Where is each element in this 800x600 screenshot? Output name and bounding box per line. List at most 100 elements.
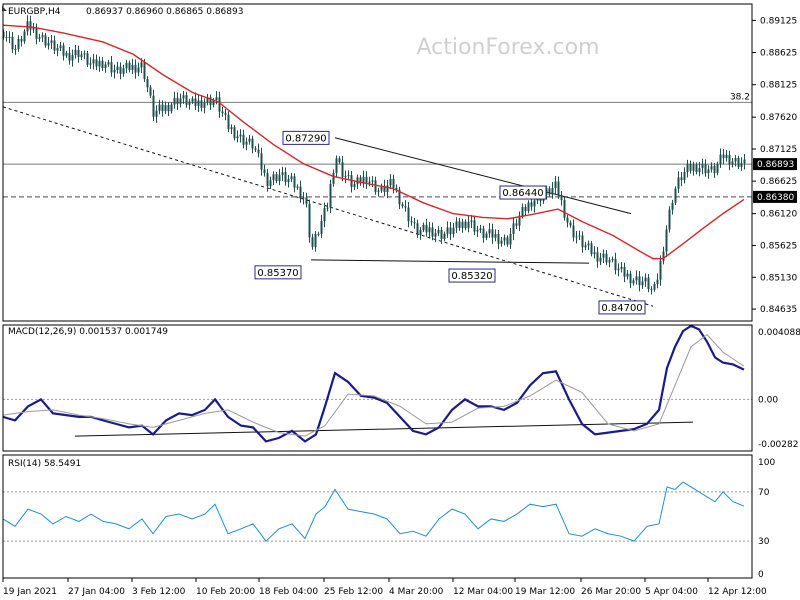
candle-body bbox=[383, 185, 386, 193]
price-trendline-2 bbox=[310, 259, 590, 264]
candle-body bbox=[521, 206, 524, 216]
candle-body bbox=[425, 224, 428, 233]
candle-body bbox=[629, 273, 632, 284]
x-tick-label: 12 Apr 12:00 bbox=[708, 587, 767, 597]
candle-body bbox=[740, 163, 743, 167]
candle-body bbox=[377, 190, 380, 192]
price-tag-label-1: 0.86893 bbox=[757, 160, 794, 170]
candle-body bbox=[641, 281, 644, 286]
price-y-tick-label: 0.86625 bbox=[760, 177, 797, 187]
x-tick-label: 4 Mar 20:00 bbox=[389, 587, 444, 597]
candle-body bbox=[479, 228, 482, 231]
price-panel: 38.2 0.87290 0.85370 0.85320 0.86440 0.84700 bbox=[2, 15, 752, 315]
candle-body bbox=[635, 276, 638, 281]
candle-body bbox=[263, 169, 266, 174]
candle-body bbox=[95, 59, 98, 67]
moving-average-line bbox=[2, 24, 745, 260]
candle-body bbox=[653, 284, 656, 290]
candle-body bbox=[683, 172, 686, 180]
candle-body bbox=[584, 245, 587, 248]
x-tick-label: 27 Jan 04:00 bbox=[68, 587, 125, 597]
candle-body bbox=[701, 164, 704, 169]
candle-body bbox=[314, 234, 317, 247]
candle-body bbox=[680, 177, 683, 180]
candle-body bbox=[128, 62, 131, 70]
candle-body bbox=[410, 221, 413, 223]
candle-body bbox=[533, 200, 536, 207]
macd-trendline-0 bbox=[74, 421, 694, 437]
candle-body bbox=[512, 223, 515, 234]
x-tick-label: 19 Jan 2021 bbox=[3, 587, 57, 597]
candle-body bbox=[437, 229, 440, 234]
candle-body bbox=[329, 183, 332, 208]
candle-body bbox=[125, 62, 128, 69]
candle-body bbox=[5, 37, 8, 39]
candle-body bbox=[221, 111, 224, 114]
candle-body bbox=[431, 227, 434, 237]
candle-body bbox=[203, 102, 206, 108]
candle-body bbox=[170, 104, 173, 112]
candle-body bbox=[710, 165, 713, 170]
candle-body bbox=[233, 127, 236, 139]
candle-body bbox=[197, 100, 200, 106]
axis-labels: 0.86893 0.86380 0.89125 0.88625 0.88125 0.876… bbox=[2, 16, 800, 597]
candle-body bbox=[722, 154, 725, 159]
candle-body bbox=[278, 175, 281, 182]
candle-body bbox=[506, 237, 509, 245]
watermark: ActionForex.com bbox=[417, 35, 600, 60]
candle-body bbox=[557, 181, 560, 196]
candle-body bbox=[419, 229, 422, 235]
candle-body bbox=[86, 53, 89, 65]
macd-y-tick-label: 0.004088 bbox=[758, 328, 800, 338]
candle-body bbox=[674, 188, 677, 203]
candle-body bbox=[110, 62, 113, 73]
candle-body bbox=[647, 277, 650, 290]
candle-body bbox=[389, 178, 392, 186]
candle-body bbox=[104, 64, 107, 68]
price-y-tick-label: 0.87125 bbox=[760, 145, 797, 155]
candle-body bbox=[101, 60, 104, 68]
candle-body bbox=[317, 233, 320, 235]
candle-body bbox=[365, 176, 368, 183]
rsi-panel bbox=[2, 481, 752, 542]
macd-panel bbox=[2, 324, 752, 443]
candle-body bbox=[458, 221, 461, 228]
candle-body bbox=[137, 67, 140, 73]
candle-body bbox=[20, 38, 23, 42]
candle-body bbox=[734, 158, 737, 162]
candle-body bbox=[149, 87, 152, 96]
candle-body bbox=[518, 215, 521, 226]
candle-body bbox=[434, 233, 437, 237]
candle-body bbox=[470, 220, 473, 222]
candle-body bbox=[428, 227, 431, 233]
price-frame bbox=[2, 3, 753, 322]
candle-body bbox=[359, 177, 362, 184]
candle-body bbox=[335, 158, 338, 173]
candle-body bbox=[83, 53, 86, 55]
candle-body bbox=[146, 79, 149, 88]
macd-line bbox=[2, 324, 745, 443]
candle-body bbox=[443, 233, 446, 240]
candle-body bbox=[398, 189, 401, 205]
annotation-box bbox=[448, 268, 496, 283]
candle-body bbox=[212, 100, 215, 106]
candle-body bbox=[515, 223, 518, 226]
candle-body bbox=[215, 97, 218, 101]
candle-body bbox=[251, 138, 254, 149]
candle-body bbox=[596, 252, 599, 262]
candle-body bbox=[593, 252, 596, 255]
candle-body bbox=[80, 54, 83, 58]
candle-body bbox=[269, 180, 272, 187]
candle-body bbox=[347, 175, 350, 177]
candle-body bbox=[122, 68, 125, 74]
candle-body bbox=[662, 251, 665, 261]
candle-body bbox=[74, 49, 77, 56]
price-y-tick-label: 0.88125 bbox=[760, 81, 797, 91]
candle-body bbox=[608, 260, 611, 263]
candle-body bbox=[626, 273, 629, 277]
rsi-y-tick-label: 100 bbox=[758, 458, 775, 468]
candle-body bbox=[158, 104, 161, 111]
candle-body bbox=[704, 164, 707, 174]
candle-body bbox=[98, 60, 101, 67]
